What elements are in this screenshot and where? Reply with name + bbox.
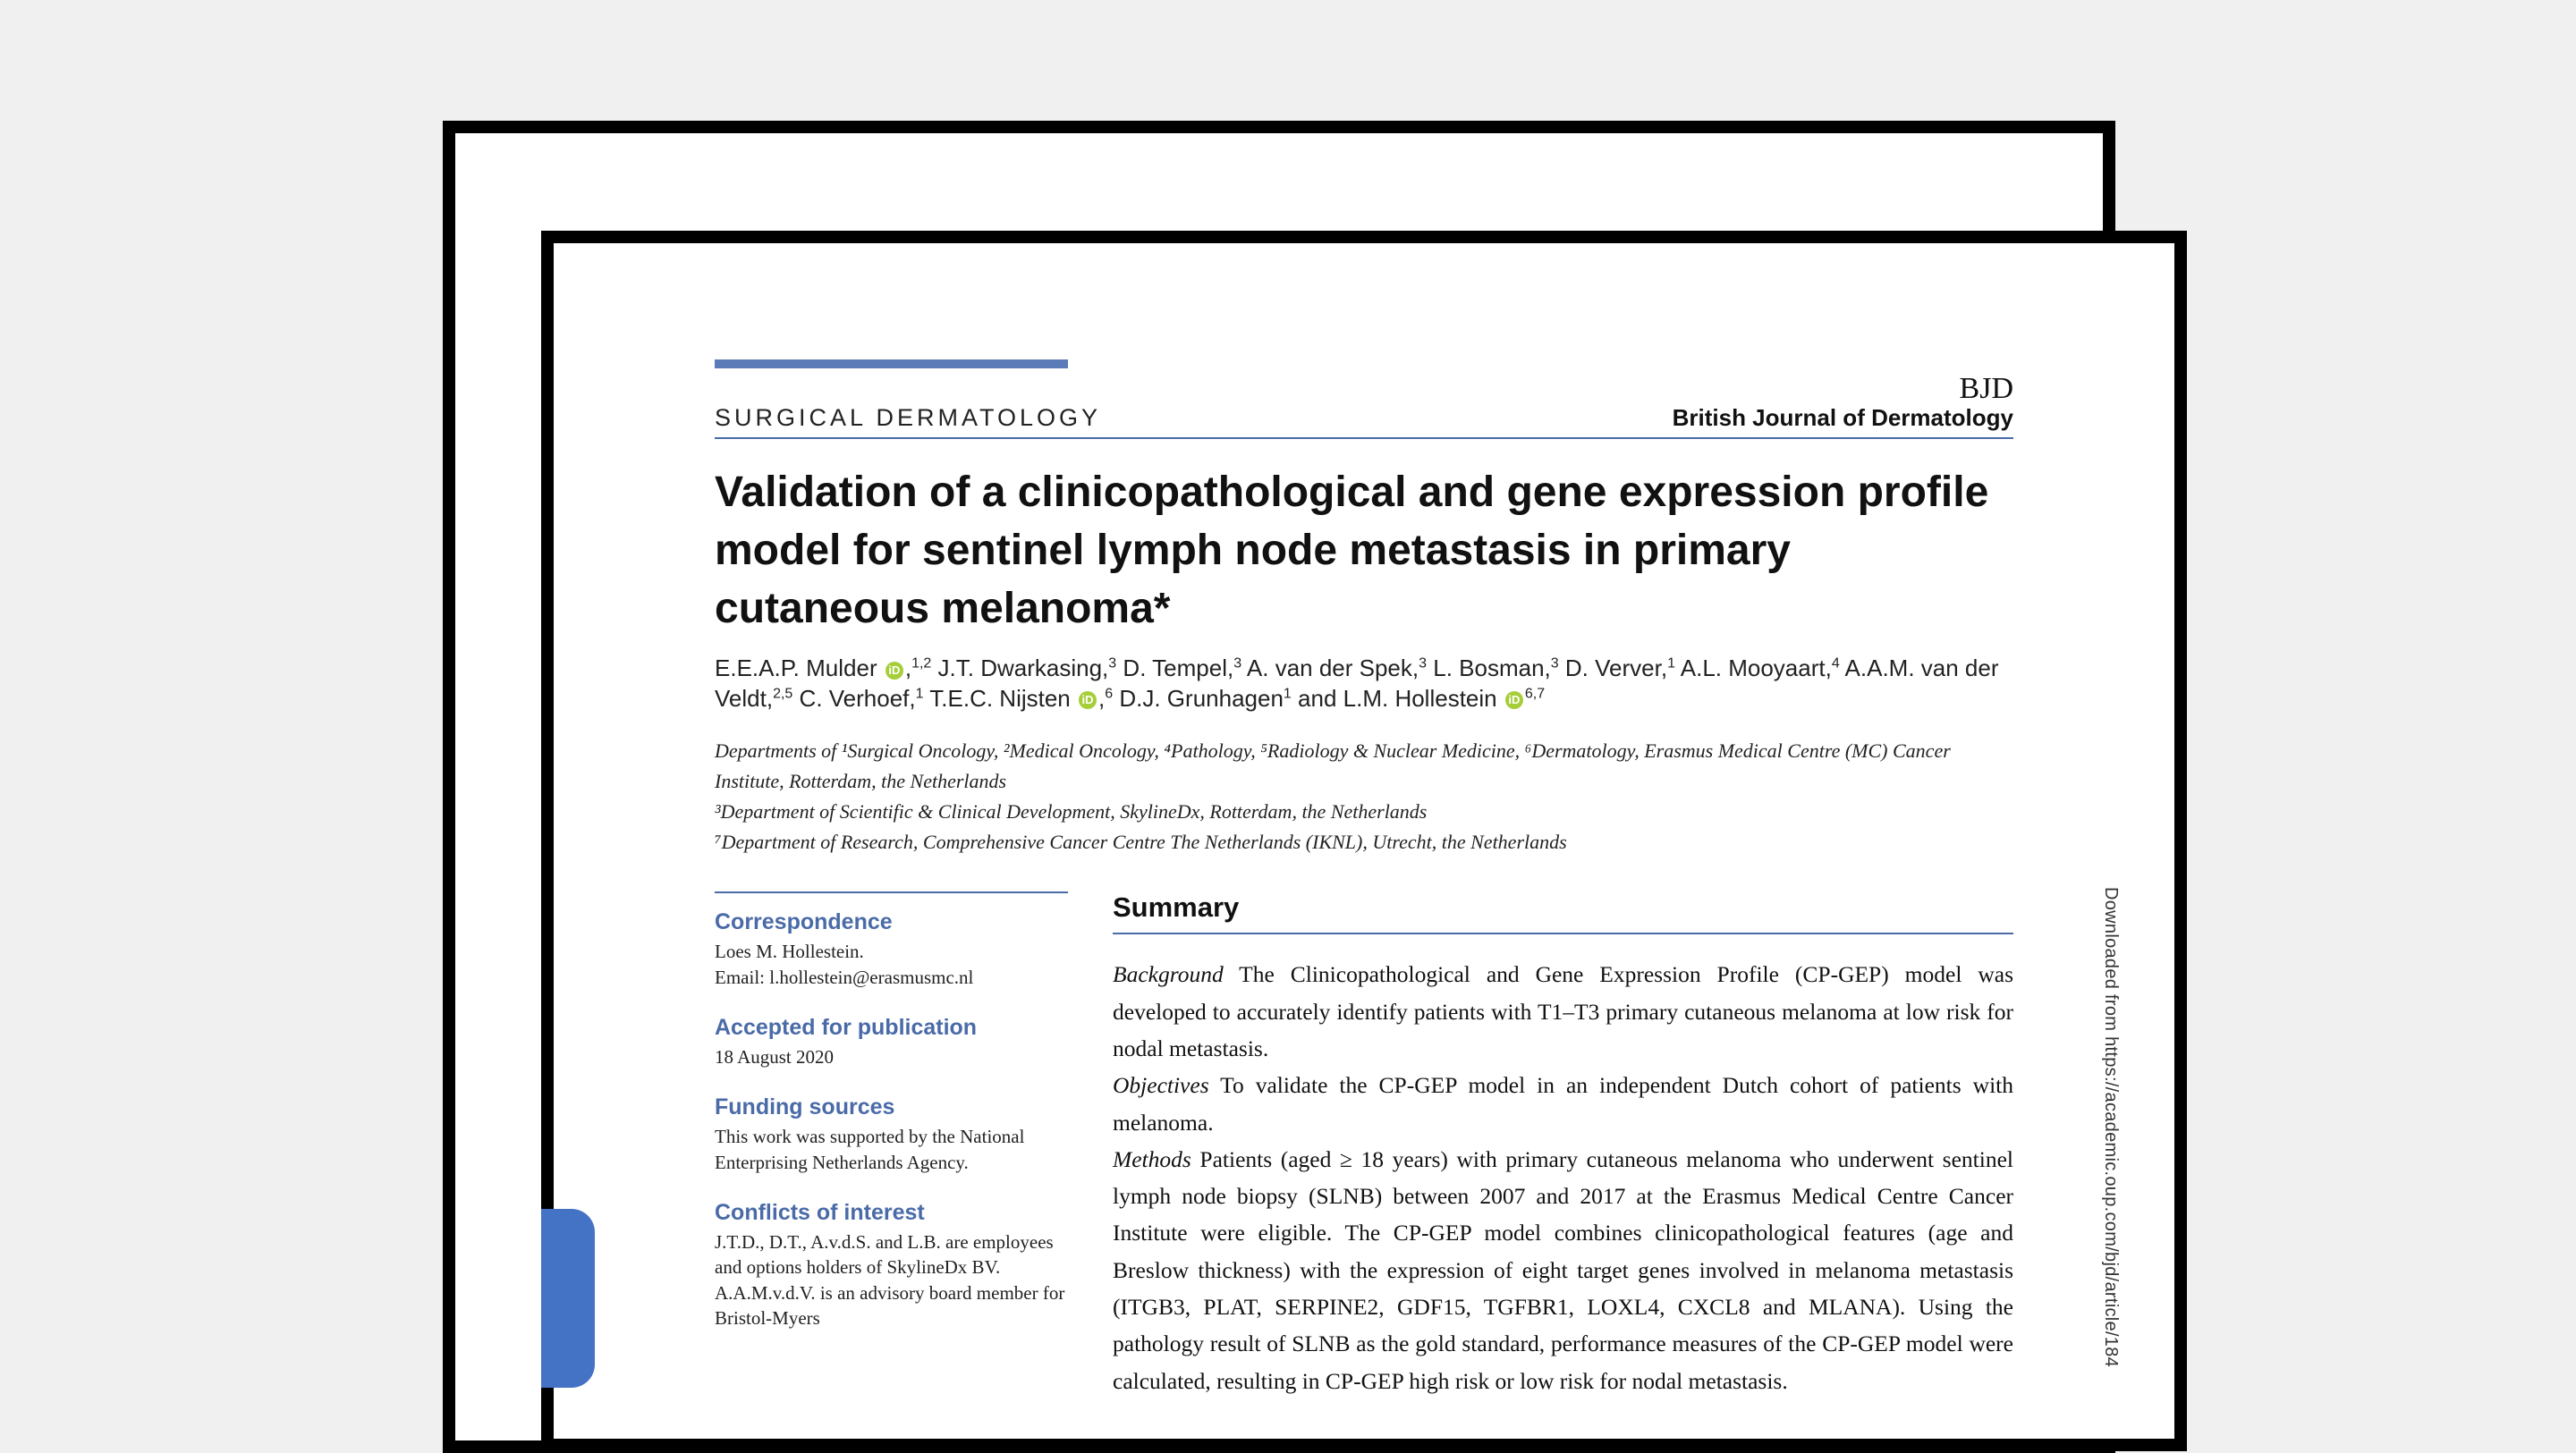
- blue-side-tab[interactable]: [541, 1209, 595, 1388]
- foreground-page: SURGICAL DERMATOLOGY BJD British Journal…: [541, 231, 2187, 1451]
- correspondence-name: Loes M. Hollestein.: [715, 939, 1068, 964]
- author-list: E.E.A.P. Mulder iD,1,2 J.T. Dwarkasing,3…: [715, 654, 2013, 714]
- summary-column: Summary Background The Clinicopathologic…: [1113, 891, 2013, 1399]
- accent-bar: [715, 359, 1068, 368]
- accepted-heading: Accepted for publication: [715, 1015, 1068, 1041]
- conflicts-heading: Conflicts of interest: [715, 1200, 1068, 1226]
- summary-body: Background The Clinicopathological and G…: [1113, 956, 2013, 1399]
- paper-header: SURGICAL DERMATOLOGY BJD British Journal…: [715, 374, 2013, 439]
- journal-name: British Journal of Dermatology: [1673, 404, 2013, 432]
- two-column-layout: Correspondence Loes M. Hollestein. Email…: [715, 891, 2013, 1399]
- paper-title: Validation of a clinicopathological and …: [715, 464, 2013, 638]
- download-watermark: Downloaded from https://academic.oup.com…: [2100, 887, 2121, 1367]
- correspondence-email: Email: l.hollestein@erasmusmc.nl: [715, 965, 1068, 990]
- summary-heading: Summary: [1113, 891, 2013, 924]
- sidebar-rule: [715, 891, 1068, 893]
- affiliations: Departments of ¹Surgical Oncology, ²Medi…: [715, 736, 2013, 857]
- correspondence-heading: Correspondence: [715, 909, 1068, 935]
- conflicts-body: J.T.D., D.T., A.v.d.S. and L.B. are empl…: [715, 1229, 1068, 1331]
- paper-content: SURGICAL DERMATOLOGY BJD British Journal…: [554, 243, 2174, 1426]
- journal-abbrev: BJD: [1673, 374, 2013, 404]
- journal-block: BJD British Journal of Dermatology: [1673, 374, 2013, 432]
- funding-body: This work was supported by the National …: [715, 1124, 1068, 1175]
- accepted-date: 18 August 2020: [715, 1044, 1068, 1069]
- correspondence-body: Loes M. Hollestein. Email: l.hollestein@…: [715, 939, 1068, 990]
- sidebar-column: Correspondence Loes M. Hollestein. Email…: [715, 891, 1068, 1399]
- funding-heading: Funding sources: [715, 1094, 1068, 1120]
- summary-rule: [1113, 933, 2013, 934]
- section-label: SURGICAL DERMATOLOGY: [715, 404, 1101, 432]
